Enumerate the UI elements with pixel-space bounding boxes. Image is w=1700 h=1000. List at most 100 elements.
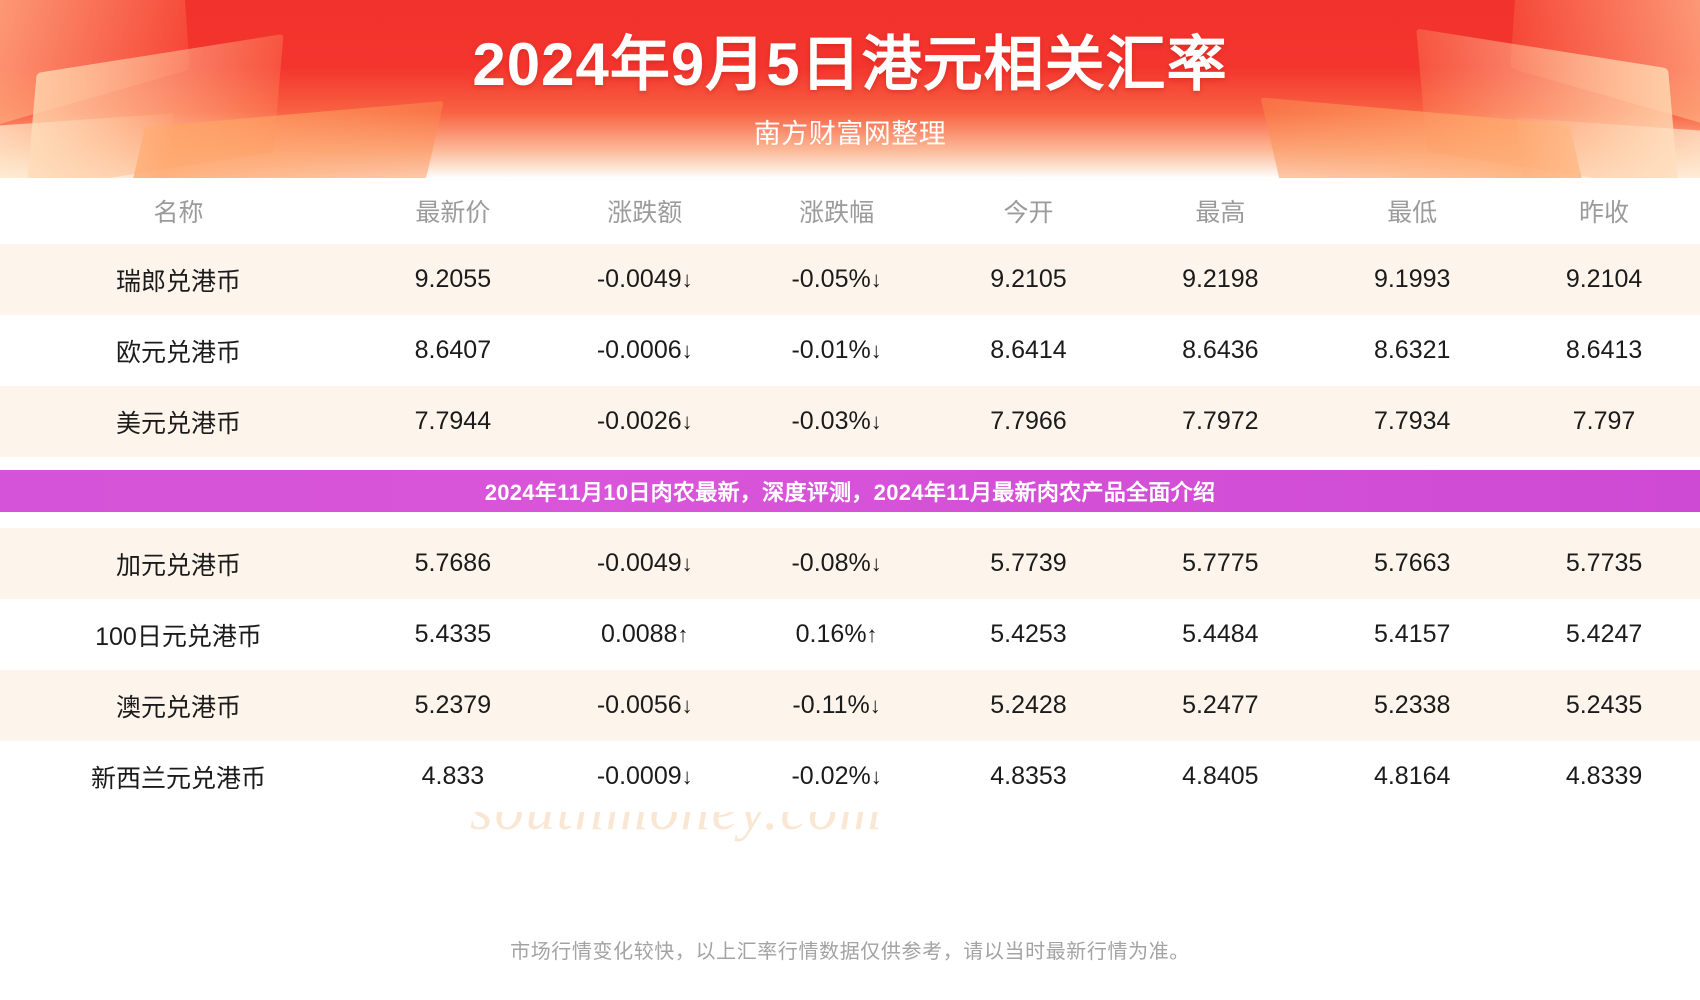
table-row: 瑞郎兑港币 9.2055 -0.0049↓ -0.05%↓ 9.2105 9.2198 9.… bbox=[0, 244, 1700, 315]
cell-change-amount: 0.0088↑ bbox=[549, 599, 741, 670]
cell-open-price: 5.4253 bbox=[990, 620, 1067, 648]
column-header-change: 涨跌额 bbox=[607, 199, 683, 227]
table-row: 新西兰元兑港币 4.833 -0.0009↓ -0.02%↓ 4.8353 4.8405 4… bbox=[0, 741, 1700, 812]
cell-high-price: 5.7775 bbox=[1182, 549, 1259, 577]
table-row: 澳元兑港币 5.2379 -0.0056↓ -0.11%↓ 5.2428 5.2477 5.… bbox=[0, 670, 1700, 741]
table-row: 欧元兑港币 8.6407 -0.0006↓ -0.01%↓ 8.6414 8.6436 8.… bbox=[0, 315, 1700, 386]
cell-change-amount: -0.0026↓ bbox=[549, 386, 741, 457]
cell-low-price: 5.2338 bbox=[1373, 691, 1451, 719]
page-subtitle: 南方财富网整理 bbox=[753, 119, 947, 149]
cell-open-price: 5.2428 bbox=[990, 691, 1067, 719]
cell-change-percent: -0.03%↓ bbox=[741, 386, 933, 457]
cell-low-price: 9.1993 bbox=[1373, 265, 1451, 293]
page-title: 2024年9月5日港元相关汇率 bbox=[472, 31, 1228, 98]
arrow-down-icon: ↓ bbox=[870, 338, 882, 363]
cell-high-price: 5.2477 bbox=[1182, 691, 1259, 719]
arrow-up-icon: ↑ bbox=[677, 622, 689, 647]
column-header-prev-close: 昨收 bbox=[1579, 199, 1630, 227]
cell-high-price: 5.4484 bbox=[1182, 620, 1259, 648]
column-header-open: 今开 bbox=[1003, 199, 1054, 227]
change-amount-value: 0.0088 bbox=[601, 620, 678, 648]
change-percent-value: 0.16% bbox=[795, 620, 867, 648]
cell-high-price: 7.7972 bbox=[1182, 407, 1259, 435]
change-percent-value: -0.08% bbox=[791, 549, 871, 577]
cell-change-percent: 0.16%↑ bbox=[741, 599, 933, 670]
cell-low-price: 7.7934 bbox=[1373, 407, 1451, 435]
cell-currency-name: 100日元兑港币 bbox=[95, 622, 262, 651]
cell-low-price: 8.6321 bbox=[1373, 336, 1451, 364]
cell-currency-name: 加元兑港币 bbox=[115, 551, 241, 580]
change-amount-value: -0.0049 bbox=[596, 265, 682, 293]
cell-change-percent: -0.11%↓ bbox=[741, 670, 933, 741]
arrow-down-icon: ↓ bbox=[681, 267, 693, 292]
cell-prev-close-price: 4.8339 bbox=[1565, 762, 1643, 790]
change-percent-value: -0.11% bbox=[792, 691, 870, 719]
cell-currency-name: 瑞郎兑港币 bbox=[115, 267, 241, 296]
cell-change-amount: -0.0049↓ bbox=[549, 244, 741, 315]
arrow-down-icon: ↓ bbox=[681, 551, 693, 576]
change-amount-value: -0.0026 bbox=[596, 407, 682, 435]
cell-change-percent: -0.08%↓ bbox=[741, 528, 933, 599]
change-percent-value: -0.02% bbox=[791, 762, 871, 790]
change-amount-value: -0.0009 bbox=[596, 762, 682, 790]
arrow-down-icon: ↓ bbox=[870, 551, 882, 576]
column-header-name: 名称 bbox=[153, 199, 204, 227]
arrow-down-icon: ↓ bbox=[681, 764, 693, 789]
cell-prev-close-price: 8.6413 bbox=[1565, 336, 1643, 364]
cell-currency-name: 欧元兑港币 bbox=[115, 338, 241, 367]
cell-low-price: 5.4157 bbox=[1373, 620, 1451, 648]
cell-change-percent: -0.05%↓ bbox=[741, 244, 933, 315]
arrow-down-icon: ↓ bbox=[870, 267, 882, 292]
arrow-down-icon: ↓ bbox=[681, 693, 693, 718]
cell-prev-close-price: 7.797 bbox=[1572, 407, 1636, 435]
cell-high-price: 8.6436 bbox=[1182, 336, 1259, 364]
cell-open-price: 4.8353 bbox=[990, 762, 1067, 790]
cell-change-amount: -0.0049↓ bbox=[549, 528, 741, 599]
column-header-low: 最低 bbox=[1387, 199, 1438, 227]
change-amount-value: -0.0049 bbox=[596, 549, 682, 577]
cell-last-price: 8.6407 bbox=[414, 336, 492, 364]
cell-low-price: 4.8164 bbox=[1373, 762, 1451, 790]
cell-change-amount: -0.0006↓ bbox=[549, 315, 741, 386]
cell-prev-close-price: 5.4247 bbox=[1565, 620, 1643, 648]
arrow-down-icon: ↓ bbox=[681, 409, 693, 434]
rates-table-container: 南方财富网 southmoney.com 名称 最新价 涨跌额 涨跌幅 今开 最… bbox=[0, 178, 1700, 1000]
cell-currency-name: 新西兰元兑港币 bbox=[90, 764, 266, 793]
column-header-high: 最高 bbox=[1195, 199, 1246, 227]
change-percent-value: -0.01% bbox=[791, 336, 871, 364]
table-row: 加元兑港币 5.7686 -0.0049↓ -0.08%↓ 5.7739 5.7775 5.… bbox=[0, 528, 1700, 599]
column-header-last: 最新价 bbox=[415, 199, 491, 227]
disclaimer-text: 市场行情变化较快，以上汇率行情数据仅供参考，请以当时最新行情为准。 bbox=[510, 941, 1190, 963]
change-percent-value: -0.03% bbox=[791, 407, 871, 435]
cell-change-amount: -0.0056↓ bbox=[549, 670, 741, 741]
cell-last-price: 5.7686 bbox=[414, 549, 492, 577]
cell-open-price: 7.7966 bbox=[990, 407, 1067, 435]
cell-prev-close-price: 5.2435 bbox=[1565, 691, 1643, 719]
table-header-row: 名称 最新价 涨跌额 涨跌幅 今开 最高 最低 昨收 bbox=[0, 178, 1700, 244]
cell-currency-name: 澳元兑港币 bbox=[115, 693, 241, 722]
cell-open-price: 5.7739 bbox=[990, 549, 1067, 577]
cell-last-price: 5.4335 bbox=[414, 620, 492, 648]
cell-currency-name: 美元兑港币 bbox=[115, 409, 241, 438]
column-header-change-pct: 涨跌幅 bbox=[799, 199, 875, 227]
cell-high-price: 9.2198 bbox=[1182, 265, 1259, 293]
arrow-down-icon: ↓ bbox=[681, 338, 693, 363]
table-row: 100日元兑港币 5.4335 0.0088↑ 0.16%↑ 5.4253 5.4484 5… bbox=[0, 599, 1700, 670]
change-percent-value: -0.05% bbox=[791, 265, 871, 293]
cell-open-price: 8.6414 bbox=[990, 336, 1067, 364]
arrow-down-icon: ↓ bbox=[870, 409, 882, 434]
cell-last-price: 5.2379 bbox=[414, 691, 492, 719]
cell-low-price: 5.7663 bbox=[1373, 549, 1451, 577]
arrow-down-icon: ↓ bbox=[869, 693, 881, 718]
arrow-down-icon: ↓ bbox=[870, 764, 882, 789]
overlay-banner[interactable]: 2024年11月10日肉农最新，深度评测，2024年11月最新肉农产品全面介绍 bbox=[0, 470, 1700, 512]
cell-change-percent: -0.01%↓ bbox=[741, 315, 933, 386]
cell-last-price: 7.7944 bbox=[414, 407, 492, 435]
overlay-banner-text: 2024年11月10日肉农最新，深度评测，2024年11月最新肉农产品全面介绍 bbox=[484, 480, 1216, 505]
cell-change-amount: -0.0009↓ bbox=[549, 741, 741, 812]
header-banner: 2024年9月5日港元相关汇率 南方财富网整理 bbox=[0, 0, 1700, 178]
change-amount-value: -0.0006 bbox=[596, 336, 682, 364]
table-body: 瑞郎兑港币 9.2055 -0.0049↓ -0.05%↓ 9.2105 9.2198 9.… bbox=[0, 244, 1700, 812]
change-amount-value: -0.0056 bbox=[596, 691, 682, 719]
